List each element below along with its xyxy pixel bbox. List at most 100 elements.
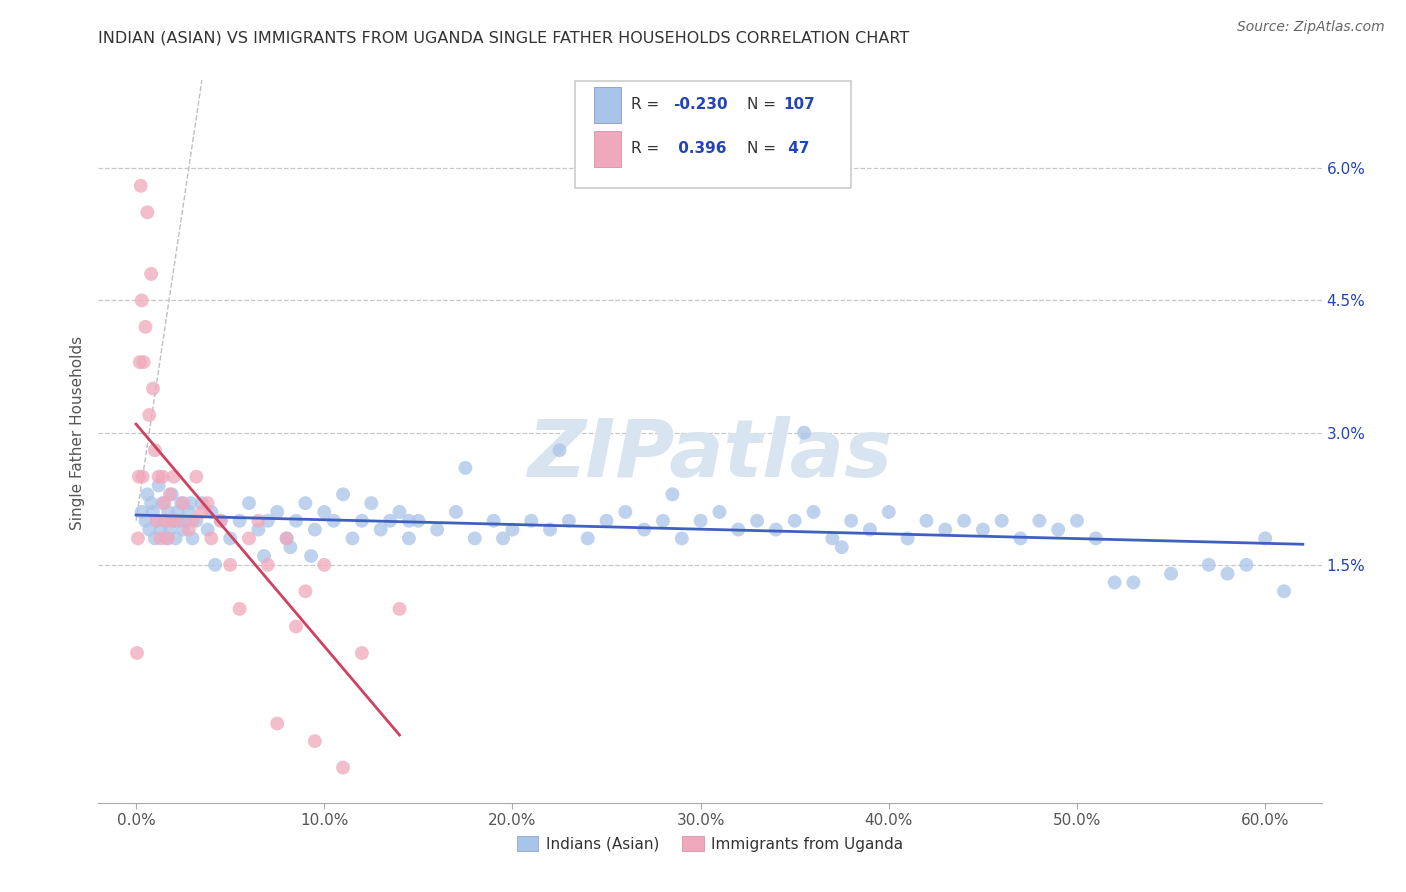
Point bbox=[709, 505, 731, 519]
Point bbox=[285, 619, 308, 633]
Point bbox=[793, 425, 815, 440]
Point bbox=[228, 602, 250, 616]
Point bbox=[482, 514, 505, 528]
Point bbox=[134, 514, 156, 528]
Point bbox=[398, 514, 420, 528]
Point bbox=[614, 505, 637, 519]
Point bbox=[197, 523, 219, 537]
Point bbox=[159, 523, 181, 537]
Point bbox=[266, 505, 288, 519]
Point bbox=[148, 478, 170, 492]
Point bbox=[350, 514, 373, 528]
Legend: Indians (Asian), Immigrants from Uganda: Indians (Asian), Immigrants from Uganda bbox=[510, 830, 910, 858]
Point bbox=[172, 496, 194, 510]
Point bbox=[1047, 523, 1070, 537]
Point bbox=[228, 514, 250, 528]
Point bbox=[803, 505, 825, 519]
Point bbox=[408, 514, 430, 528]
Point bbox=[314, 505, 336, 519]
Point bbox=[1216, 566, 1239, 581]
Point bbox=[548, 443, 571, 458]
Point bbox=[652, 514, 675, 528]
Text: R =: R = bbox=[630, 141, 664, 156]
Point bbox=[915, 514, 938, 528]
FancyBboxPatch shape bbox=[575, 81, 851, 188]
Point bbox=[877, 505, 900, 519]
Point bbox=[276, 532, 298, 546]
Point bbox=[153, 496, 176, 510]
Point bbox=[128, 469, 150, 483]
Point bbox=[181, 532, 204, 546]
Point bbox=[247, 514, 270, 528]
Point bbox=[163, 469, 186, 483]
Point bbox=[174, 514, 197, 528]
Point bbox=[1198, 558, 1220, 572]
Point bbox=[131, 293, 153, 308]
Point bbox=[990, 514, 1012, 528]
Point bbox=[163, 514, 186, 528]
Point bbox=[294, 584, 316, 599]
Point bbox=[501, 523, 523, 537]
Point bbox=[145, 514, 167, 528]
Point bbox=[149, 532, 172, 546]
Point bbox=[145, 514, 167, 528]
Point bbox=[859, 523, 882, 537]
Point bbox=[1010, 532, 1032, 546]
Point bbox=[276, 532, 298, 546]
Point bbox=[595, 514, 617, 528]
Point bbox=[492, 532, 515, 546]
Point bbox=[165, 532, 187, 546]
Point bbox=[149, 523, 172, 537]
Point bbox=[350, 646, 373, 660]
Point bbox=[388, 505, 411, 519]
Point bbox=[1272, 584, 1295, 599]
Text: Source: ZipAtlas.com: Source: ZipAtlas.com bbox=[1237, 20, 1385, 34]
Point bbox=[139, 267, 162, 281]
Point bbox=[972, 523, 994, 537]
Point bbox=[134, 319, 156, 334]
Point bbox=[1234, 558, 1257, 572]
Point bbox=[727, 523, 749, 537]
Point bbox=[238, 532, 260, 546]
Point bbox=[160, 514, 183, 528]
Point bbox=[155, 532, 177, 546]
Point bbox=[314, 558, 336, 572]
Point bbox=[209, 514, 232, 528]
Point bbox=[157, 532, 180, 546]
Point bbox=[576, 532, 599, 546]
Text: 107: 107 bbox=[783, 97, 815, 112]
Point bbox=[1104, 575, 1126, 590]
Point bbox=[520, 514, 543, 528]
Point bbox=[186, 514, 208, 528]
Point bbox=[444, 505, 467, 519]
Point bbox=[209, 514, 232, 528]
Point bbox=[125, 646, 148, 660]
FancyBboxPatch shape bbox=[593, 87, 620, 122]
Point bbox=[142, 505, 165, 519]
Point bbox=[197, 496, 219, 510]
Point bbox=[934, 523, 956, 537]
Y-axis label: Single Father Households: Single Father Households bbox=[69, 335, 84, 530]
Point bbox=[378, 514, 401, 528]
Point bbox=[177, 523, 200, 537]
Point bbox=[247, 523, 270, 537]
Point bbox=[159, 487, 181, 501]
Point bbox=[129, 178, 152, 193]
FancyBboxPatch shape bbox=[593, 131, 620, 167]
Point bbox=[1028, 514, 1050, 528]
Point bbox=[172, 523, 194, 537]
Point bbox=[219, 532, 242, 546]
Point bbox=[166, 505, 188, 519]
Text: ZIPatlas: ZIPatlas bbox=[527, 416, 893, 494]
Point bbox=[633, 523, 655, 537]
Point bbox=[191, 496, 214, 510]
Point bbox=[169, 514, 191, 528]
Point bbox=[166, 514, 188, 528]
Point bbox=[1084, 532, 1107, 546]
Text: 0.396: 0.396 bbox=[673, 141, 727, 156]
Point bbox=[181, 514, 204, 528]
Point bbox=[266, 716, 288, 731]
Point bbox=[304, 734, 326, 748]
Point bbox=[186, 469, 208, 483]
Point bbox=[219, 558, 242, 572]
